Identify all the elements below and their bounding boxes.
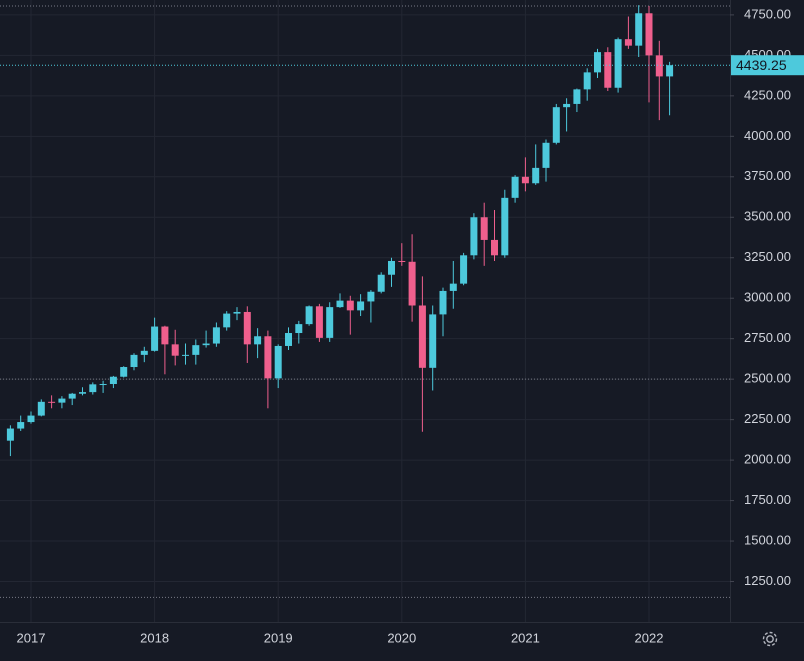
candle-body (614, 39, 622, 88)
axes: 1250.00 1500.00 1750.00 2000.00 2250.00 2500.… (17, 6, 804, 645)
y-tick-label: 1500.00 (744, 532, 791, 547)
candle-body (109, 376, 117, 385)
x-tick-label: 2018 (140, 630, 169, 645)
candle-body (491, 239, 498, 256)
candle-body (655, 55, 663, 77)
candle-body (583, 72, 591, 90)
candle-body (295, 324, 303, 334)
last-price-label: 4439.25 (736, 57, 787, 73)
x-tick-label: 2021 (511, 630, 540, 645)
candle-body (120, 367, 128, 377)
y-tick-label: 1250.00 (744, 573, 791, 588)
candle-body (604, 52, 612, 88)
y-tick-label: 3250.00 (744, 249, 791, 264)
candle-body (542, 142, 550, 168)
candle-body (511, 176, 519, 198)
candle-body (161, 326, 169, 345)
y-tick-label: 2750.00 (744, 330, 791, 345)
candle-body (79, 392, 86, 394)
candle-body (17, 422, 25, 429)
gear-teeth (762, 631, 778, 647)
candle-body (233, 311, 241, 314)
candle-body (140, 350, 148, 355)
y-tick-label: 2250.00 (744, 411, 791, 426)
candle-body (58, 398, 66, 403)
y-tick-label: 4250.00 (744, 87, 791, 102)
grid (0, 0, 730, 622)
candle-body (377, 274, 385, 292)
x-tick-label: 2020 (387, 630, 416, 645)
candle-body (573, 89, 581, 104)
candle-body (37, 401, 45, 416)
candle-body (480, 217, 488, 240)
x-tick-label: 2017 (17, 630, 46, 645)
candle-body (182, 354, 189, 356)
candle-body (460, 255, 468, 284)
candle-body (315, 306, 323, 338)
candle-body (408, 261, 416, 306)
candle-body (326, 307, 334, 338)
y-tick-label: 1750.00 (744, 492, 791, 507)
candle-body (130, 354, 138, 368)
candle-body (151, 326, 159, 351)
candle-body (594, 52, 601, 73)
candle-body (202, 343, 210, 346)
candle-body (264, 336, 272, 379)
candle-body (223, 313, 231, 328)
candle-body (470, 217, 478, 256)
candle-body (357, 301, 365, 311)
gear-center (766, 635, 774, 643)
candle-body (398, 260, 406, 262)
candle-body (89, 384, 97, 393)
candle-body (305, 306, 313, 325)
candle-body (666, 65, 674, 77)
candle-body (501, 197, 509, 256)
candle-body (192, 345, 200, 355)
candle-body (6, 428, 14, 441)
y-tick-label: 2500.00 (744, 371, 791, 386)
candle-body (346, 300, 354, 311)
candle-body (254, 336, 262, 345)
candle-body (68, 393, 76, 399)
candle-body (563, 103, 571, 108)
last-price-badge (731, 55, 804, 76)
candle-body (388, 260, 395, 275)
candle-body (285, 333, 292, 346)
candle-body (552, 107, 560, 143)
y-tick-label: 3000.00 (744, 290, 791, 305)
candle-body (645, 13, 653, 56)
y-tick-label: 3750.00 (744, 168, 791, 183)
plot-area (0, 5, 730, 598)
candle-body (27, 415, 35, 423)
x-tick-label: 2022 (635, 630, 664, 645)
candle-body (429, 314, 437, 368)
candle-body (624, 39, 632, 46)
y-tick-label: 4750.00 (744, 6, 791, 21)
settings-icon[interactable] (762, 631, 778, 647)
y-tick-label: 3500.00 (744, 209, 791, 224)
y-tick-label: 2000.00 (744, 452, 791, 467)
candle-body (418, 305, 426, 368)
candle-body (243, 311, 251, 345)
candle-body (449, 283, 457, 291)
y-tick-label: 4000.00 (744, 128, 791, 143)
candle-body (532, 167, 540, 184)
candle-body (171, 344, 179, 356)
candle-body (336, 300, 344, 308)
candle-body (99, 384, 107, 386)
candle-body (635, 13, 643, 46)
candle-body (212, 327, 220, 344)
candle-body (521, 176, 529, 184)
candle-body (439, 290, 447, 315)
x-tick-label: 2019 (264, 630, 293, 645)
candle-body (274, 345, 282, 379)
candle-body (367, 291, 375, 302)
candle-body (48, 401, 56, 403)
